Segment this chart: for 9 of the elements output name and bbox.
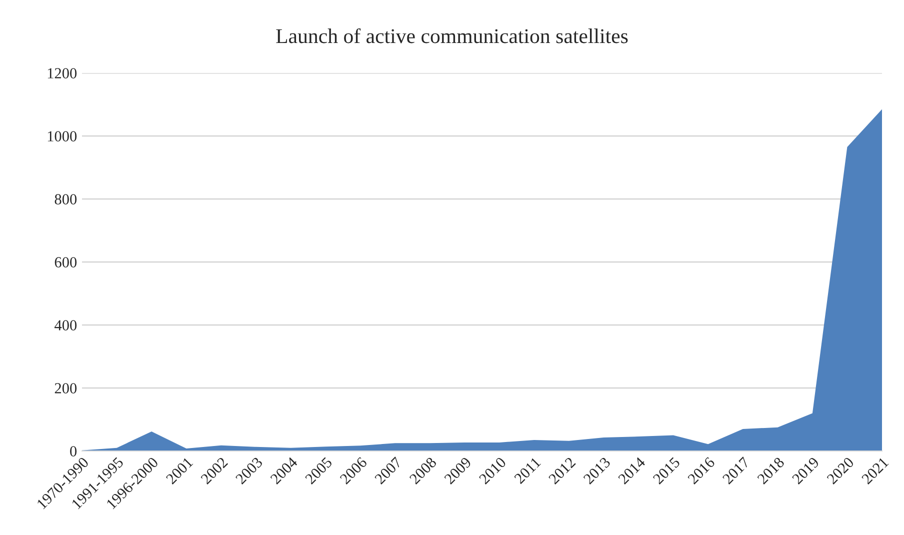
chart-title: Launch of active communication satellites <box>276 28 628 44</box>
y-tick-label: 1200 <box>48 68 77 78</box>
y-tick-label: 800 <box>54 194 77 204</box>
y-tick-label: 200 <box>54 383 77 394</box>
x-tick-label: 2011 <box>514 456 542 484</box>
y-tick-label: 400 <box>54 320 77 330</box>
y-tick-label: 600 <box>54 257 77 268</box>
y-tick-label: 1000 <box>48 131 77 142</box>
y-tick-label: 0 <box>70 446 77 456</box>
